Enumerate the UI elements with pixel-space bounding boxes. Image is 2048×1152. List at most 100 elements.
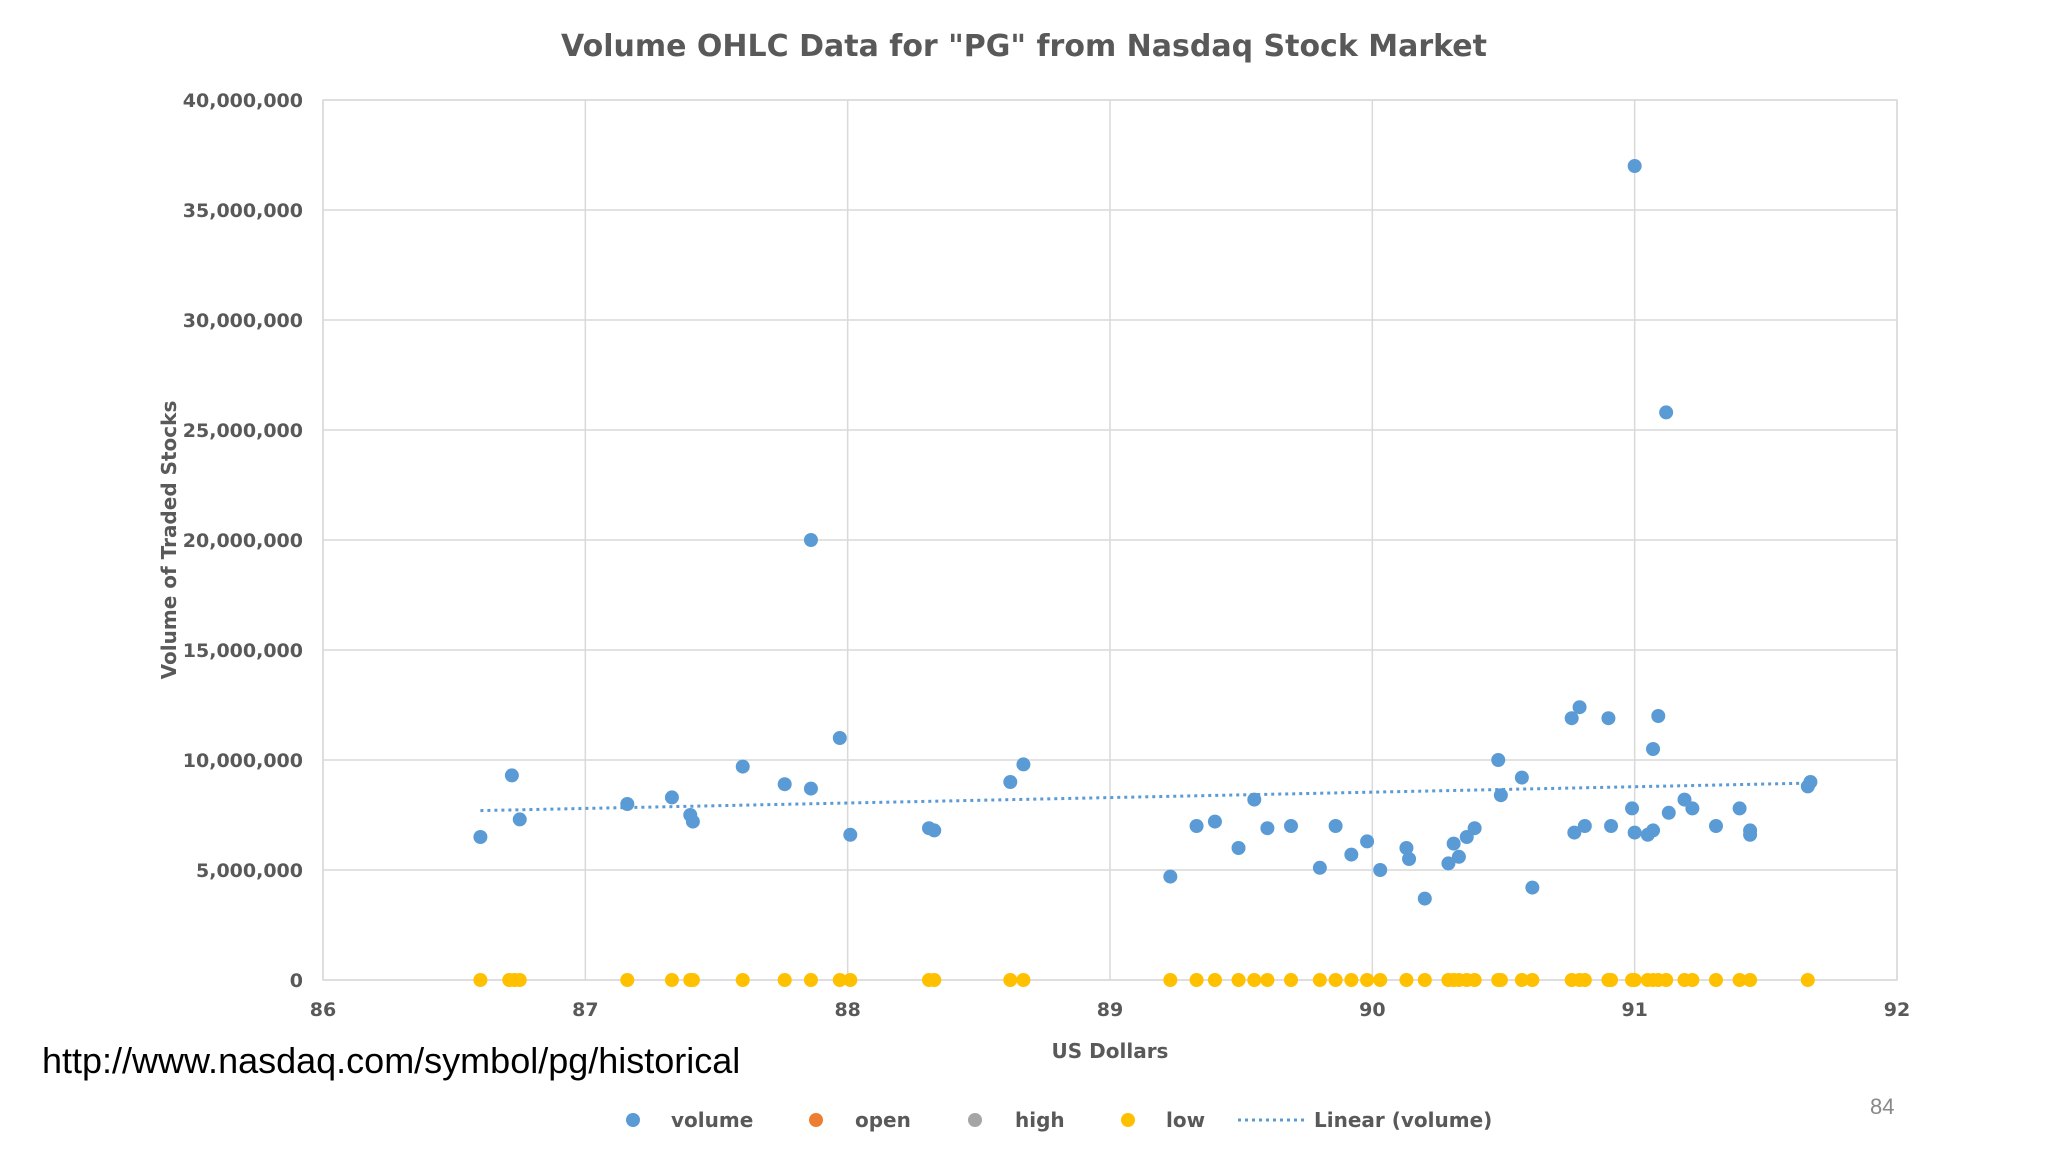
point-low [777, 973, 792, 987]
y-tick-label: 0 [290, 970, 303, 992]
legend: volume open high low Linear (volume) [626, 1108, 1492, 1132]
point-volume [1284, 819, 1299, 833]
point-volume [1189, 819, 1204, 833]
point-low [1189, 973, 1204, 987]
point-volume [1803, 775, 1818, 789]
legend-marker-high [968, 1113, 982, 1127]
point-volume [1525, 880, 1540, 895]
point-low [1514, 973, 1529, 987]
legend-label-low: low [1166, 1108, 1205, 1132]
point-low [1417, 973, 1432, 987]
point-volume [1446, 836, 1461, 851]
point-low [1685, 973, 1700, 987]
point-volume [1207, 814, 1222, 829]
point-volume [803, 533, 818, 547]
point-low [1247, 973, 1262, 987]
point-low [1525, 973, 1540, 987]
point-volume [1491, 753, 1506, 767]
point-volume [1577, 819, 1592, 833]
y-tick-label: 30,000,000 [183, 310, 303, 332]
y-tick-label: 10,000,000 [183, 750, 303, 772]
point-volume [735, 759, 750, 774]
x-tick-label: 92 [1884, 999, 1910, 1021]
point-low [1399, 973, 1414, 987]
point-volume [1163, 869, 1178, 884]
chart-title: Volume OHLC Data for "PG" from Nasdaq St… [561, 29, 1487, 64]
y-tick-label: 35,000,000 [183, 200, 303, 222]
point-low [473, 973, 488, 987]
point-volume [843, 827, 858, 842]
x-tick-label: 89 [1097, 999, 1123, 1021]
point-low [843, 973, 858, 987]
point-low [1312, 973, 1327, 987]
point-low [1743, 973, 1758, 987]
point-volume [1646, 823, 1661, 838]
point-volume [1646, 742, 1661, 756]
x-tick-label: 90 [1359, 999, 1385, 1021]
point-volume [1493, 788, 1508, 803]
point-low [735, 973, 750, 987]
point-volume [1231, 841, 1246, 855]
point-volume [1572, 700, 1587, 715]
point-low [1360, 973, 1375, 987]
point-low [927, 973, 942, 987]
point-volume [1417, 891, 1432, 906]
point-volume [1467, 821, 1482, 836]
plot-area-border [322, 99, 1898, 981]
point-low [1577, 973, 1592, 987]
point-low [1627, 973, 1642, 987]
point-volume [803, 781, 818, 796]
point-volume [1661, 805, 1676, 820]
point-volume [504, 768, 519, 783]
point-volume [1344, 847, 1359, 862]
point-volume [1016, 757, 1031, 772]
point-low [1604, 973, 1619, 987]
point-low [1344, 973, 1359, 987]
point-volume [777, 777, 792, 792]
point-volume [664, 790, 679, 805]
y-tick-label: 25,000,000 [183, 420, 303, 442]
point-volume [1328, 819, 1343, 833]
x-tick-label: 88 [834, 999, 860, 1021]
point-low [1328, 973, 1343, 987]
y-tick-label: 5,000,000 [196, 860, 303, 882]
x-tick-label: 87 [572, 999, 598, 1021]
point-low [512, 973, 527, 987]
legend-marker-volume [626, 1113, 640, 1127]
point-volume [1627, 825, 1642, 840]
point-low [664, 973, 679, 987]
point-low [1284, 973, 1299, 987]
point-low [1163, 973, 1178, 987]
source-url: http://www.nasdaq.com/symbol/pg/historic… [42, 1040, 741, 1081]
point-volume [1567, 825, 1582, 840]
point-volume [1247, 792, 1262, 807]
point-volume [1625, 801, 1640, 816]
point-low [1016, 973, 1031, 987]
point-volume [1732, 801, 1747, 816]
point-volume [1451, 849, 1466, 864]
data-points [473, 159, 1818, 987]
point-low [1231, 973, 1246, 987]
x-tick-label: 86 [310, 999, 336, 1021]
point-volume [1685, 801, 1700, 816]
legend-marker-low [1121, 1113, 1135, 1127]
legend-label-high: high [1015, 1108, 1065, 1132]
point-volume [1514, 770, 1529, 785]
point-volume [685, 814, 700, 829]
point-volume [1373, 863, 1388, 877]
point-low [1373, 973, 1388, 987]
point-volume [1260, 821, 1275, 836]
y-axis-title: Volume of Traded Stocks [157, 401, 181, 680]
point-volume [1604, 819, 1619, 833]
x-axis-title: US Dollars [1052, 1039, 1169, 1063]
point-low [620, 973, 635, 987]
point-low [1493, 973, 1508, 987]
point-low [1003, 973, 1018, 987]
point-low [1260, 973, 1275, 987]
point-low [1732, 973, 1747, 987]
x-axis-tick-labels: 86 87 88 89 90 91 92 [310, 999, 1910, 1021]
legend-label-volume: volume [671, 1108, 753, 1132]
trendline-linear-volume [480, 781, 1811, 813]
trendline-group [480, 781, 1811, 813]
